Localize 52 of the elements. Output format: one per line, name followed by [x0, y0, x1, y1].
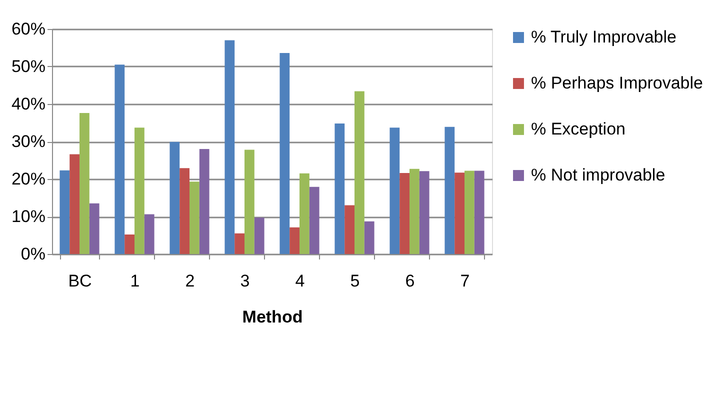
y-tick-label: 60% [11, 20, 46, 38]
bar [454, 172, 464, 254]
bar [444, 126, 455, 254]
bar [410, 168, 420, 254]
bar [400, 173, 410, 254]
y-tick-label: 30% [11, 132, 46, 151]
x-tick-label: 3 [240, 272, 250, 290]
bar [309, 186, 320, 254]
x-tick-label: 1 [130, 272, 140, 290]
y-tick-label: 10% [11, 207, 46, 226]
y-tick-label: 0% [20, 244, 46, 264]
y-tick-label: 40% [11, 94, 46, 114]
legend-label: % Truly Improvable [531, 28, 676, 46]
y-tick-label: 50% [11, 57, 46, 76]
bar [464, 170, 474, 254]
bar [419, 171, 430, 254]
bar [114, 64, 125, 254]
x-tick-label: 5 [350, 272, 360, 290]
x-tick-label: BC [68, 272, 92, 290]
x-tick-label: 2 [185, 272, 195, 290]
bar [124, 234, 134, 254]
legend-label: % Exception [531, 120, 626, 138]
x-tick-label: 6 [405, 272, 415, 290]
bar [364, 221, 374, 254]
bar [199, 149, 210, 254]
x-tick-label: 4 [295, 272, 305, 290]
bar [334, 124, 345, 254]
bar [89, 203, 100, 254]
bar [290, 227, 300, 254]
bar [474, 170, 484, 254]
bar [170, 142, 180, 254]
x-axis-title: Method [242, 308, 303, 326]
bar [280, 53, 290, 254]
bar [354, 91, 364, 254]
bar [134, 128, 144, 254]
bar [234, 233, 244, 254]
legend-label: % Perhaps Improvable [531, 74, 703, 92]
bar [244, 150, 254, 254]
bar [180, 168, 190, 254]
bar [344, 205, 354, 254]
bar [254, 218, 264, 254]
bar [60, 170, 70, 254]
x-tick-label: 7 [460, 272, 470, 290]
legend-label: % Not improvable [531, 166, 666, 184]
bar [390, 128, 400, 254]
bar [144, 214, 154, 254]
bar [70, 154, 80, 254]
y-tick-label: 20% [11, 170, 46, 188]
bar [300, 173, 310, 254]
bar [80, 113, 90, 254]
bar [190, 182, 200, 254]
bar [224, 40, 235, 254]
